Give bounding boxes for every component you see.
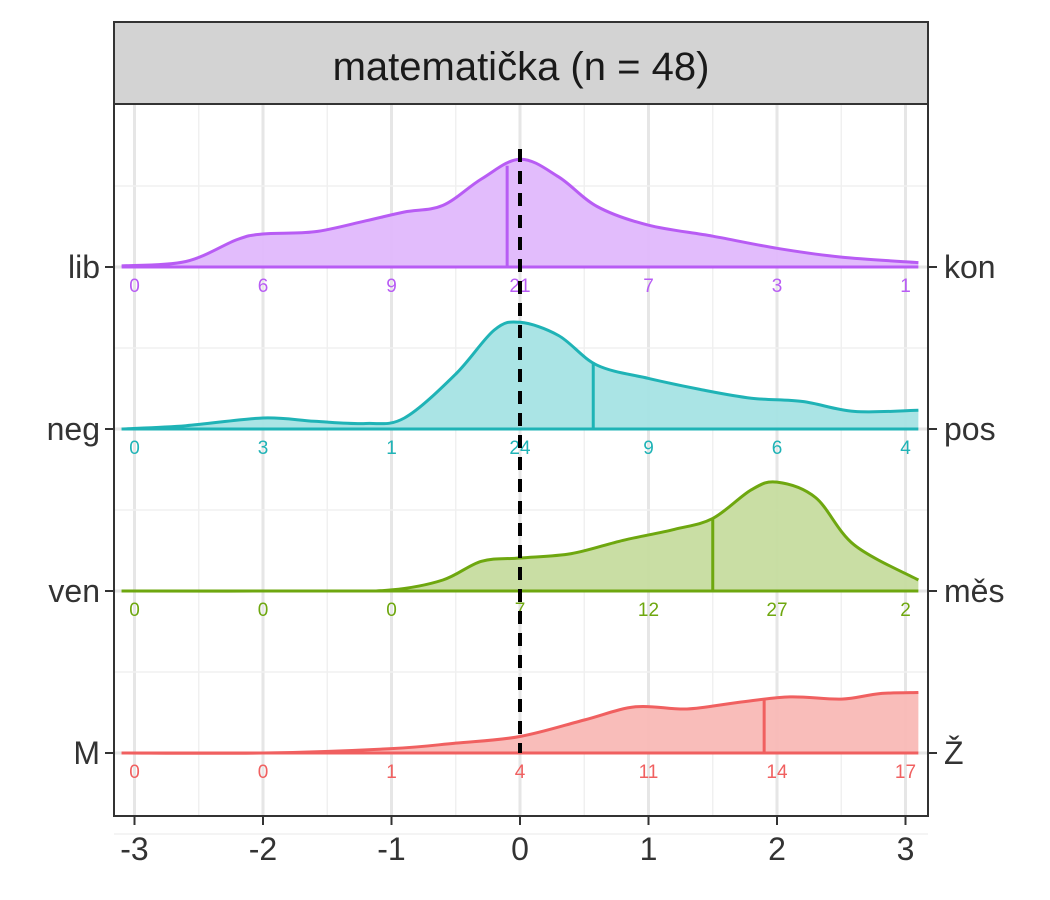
x-tick-label: 2 (768, 831, 786, 867)
count-label: 14 (766, 762, 788, 783)
count-label: 2 (900, 600, 911, 621)
count-label: 9 (643, 438, 654, 459)
ridge-line (121, 320, 919, 431)
x-tick-label: -2 (249, 831, 277, 867)
x-tick-label: -1 (377, 831, 405, 867)
y-label-right: měs (944, 573, 1004, 609)
y-label-left: ven (48, 573, 100, 609)
count-label: 17 (895, 762, 916, 783)
count-label: 24 (509, 438, 531, 459)
ridge-lib: 06921731 (121, 157, 919, 297)
count-label: 27 (766, 600, 787, 621)
count-label: 0 (386, 600, 397, 621)
count-label: 3 (772, 276, 783, 297)
ridge-fill (121, 159, 919, 267)
count-label: 3 (258, 438, 269, 459)
y-label-right: Ž (944, 735, 964, 771)
count-label: 0 (129, 276, 140, 297)
count-label: 1 (900, 276, 911, 297)
x-tick-label: 1 (640, 831, 658, 867)
count-label: 12 (638, 600, 659, 621)
ridge-fill (121, 692, 919, 754)
y-label-left: neg (47, 411, 100, 447)
y-label-left: M (73, 735, 100, 771)
ridge-line (121, 691, 919, 755)
count-label: 1 (386, 438, 397, 459)
count-label: 0 (129, 438, 140, 459)
count-label: 6 (258, 276, 269, 297)
y-label-right: kon (944, 249, 996, 285)
ridge-line (121, 157, 919, 268)
count-label: 7 (515, 600, 526, 621)
count-label: 0 (258, 762, 269, 783)
strip-header: matematička (n = 48) (113, 21, 929, 105)
x-tick-label: 3 (897, 831, 915, 867)
count-label: 6 (772, 438, 783, 459)
ridge-fill (121, 481, 919, 592)
x-tick-label: -3 (120, 831, 148, 867)
count-label: 4 (900, 438, 911, 459)
count-label: 0 (129, 600, 140, 621)
count-label: 4 (515, 762, 526, 783)
count-label: 0 (129, 762, 140, 783)
chart-title: matematička (n = 48) (333, 45, 710, 89)
y-label-right: pos (944, 411, 996, 447)
count-label: 0 (258, 600, 269, 621)
count-label: 7 (643, 276, 654, 297)
count-label: 9 (386, 276, 397, 297)
strip-background (113, 21, 929, 105)
y-label-left: lib (68, 249, 100, 285)
x-tick-label: 0 (511, 831, 529, 867)
count-label: 11 (639, 762, 659, 783)
count-label: 1 (386, 762, 397, 783)
